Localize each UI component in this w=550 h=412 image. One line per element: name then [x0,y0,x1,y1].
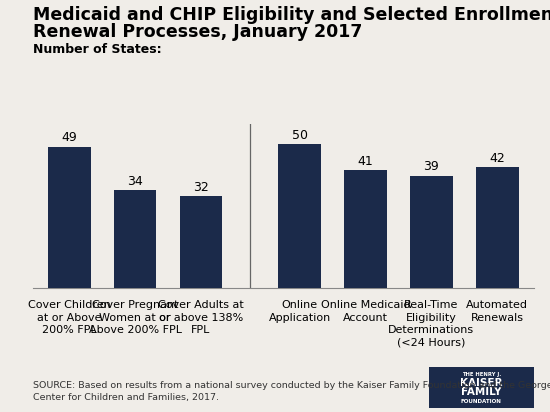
Bar [48,147,91,288]
Text: FOUNDATION: FOUNDATION [461,399,502,404]
Text: THE HENRY J.: THE HENRY J. [461,372,501,377]
Text: 32: 32 [193,180,209,194]
Text: SOURCE: Based on results from a national survey conducted by the Kaiser Family F: SOURCE: Based on results from a national… [33,381,550,402]
Text: 49: 49 [62,131,77,145]
Bar [114,190,157,288]
Bar [344,170,387,288]
Text: Medicaid and CHIP Eligibility and Selected Enrollment and: Medicaid and CHIP Eligibility and Select… [33,6,550,24]
Text: 34: 34 [127,175,143,188]
Text: 39: 39 [424,160,439,173]
Text: Number of States:: Number of States: [33,43,162,56]
Text: 42: 42 [490,152,505,165]
Text: FAMILY: FAMILY [461,387,502,397]
Bar [179,196,222,288]
Bar [410,176,453,288]
Bar [278,144,321,288]
Text: Renewal Processes, January 2017: Renewal Processes, January 2017 [33,23,362,41]
Text: 41: 41 [358,154,373,168]
Text: KAISER: KAISER [460,378,503,388]
Bar [476,167,519,288]
Text: 50: 50 [292,129,307,142]
